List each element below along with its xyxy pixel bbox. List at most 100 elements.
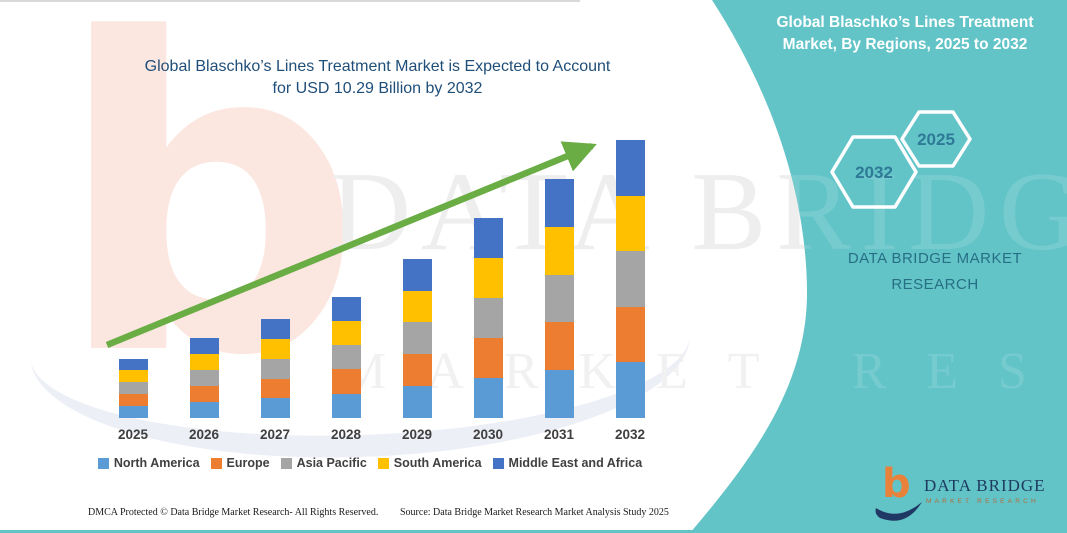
- x-axis-label-2028: 2028: [330, 427, 362, 442]
- chart-title-line2: for USD 10.29 Billion by 2032: [272, 80, 483, 97]
- bar-segment-2026-asia-pacific: [189, 370, 219, 387]
- bar-segment-2032-north-america: [615, 362, 645, 418]
- bar-2026: [189, 338, 219, 418]
- legend-item-middle-east-and-africa: Middle East and Africa: [492, 456, 643, 470]
- side-panel-title-line1: Global Blaschko’s Lines Treatment: [776, 14, 1034, 31]
- bar-segment-2029-europe: [402, 354, 432, 387]
- bar-2027: [260, 319, 290, 418]
- dmca-notice: DMCA Protected © Data Bridge Market Rese…: [88, 507, 379, 518]
- side-panel-brand-line1: DATA BRIDGE MARKET: [847, 250, 1023, 267]
- hexagon-2025-outline: [900, 110, 972, 168]
- side-panel-title: Global Blaschko’s Lines Treatment Market…: [745, 12, 1065, 56]
- bar-segment-2030-north-america: [473, 378, 503, 418]
- chart-title: Global Blaschko’s Lines Treatment Market…: [70, 56, 685, 100]
- bar-segment-2032-asia-pacific: [615, 251, 645, 307]
- chart-legend: North America Europe Asia Pacific South Ame…: [55, 456, 685, 470]
- bar-segment-2027-asia-pacific: [260, 358, 290, 379]
- bar-segment-2028-south-america: [331, 320, 361, 346]
- bar-segment-2031-north-america: [544, 370, 574, 418]
- x-axis-label-2031: 2031: [543, 427, 575, 442]
- legend-label: Europe: [226, 456, 270, 470]
- bar-segment-2026-europe: [189, 386, 219, 403]
- bar-segment-2027-south-america: [260, 339, 290, 359]
- x-axis-label-2025: 2025: [117, 427, 149, 442]
- logo-b-icon: b: [882, 461, 911, 507]
- bar-2029: [402, 258, 432, 418]
- legend-swatch-icon: [377, 457, 389, 469]
- logo-name: DATA BRIDGE: [924, 476, 1046, 495]
- legend-item-europe: Europe: [210, 456, 270, 470]
- bar-segment-2032-europe: [615, 306, 645, 363]
- hexagon-2032-label: 2032: [855, 163, 893, 182]
- legend-swatch-icon: [280, 457, 292, 469]
- bar-segment-2032-south-america: [615, 195, 645, 252]
- bar-segment-2031-asia-pacific: [544, 274, 574, 323]
- watermark-brand-subtext-overlay: MARKET RESEARCH: [340, 343, 1067, 400]
- bar-segment-2027-middle-east-and-africa: [260, 319, 290, 340]
- bar-segment-2029-north-america: [402, 386, 432, 418]
- bar-segment-2025-south-america: [118, 370, 148, 383]
- legend-label: Middle East and Africa: [508, 456, 643, 470]
- bar-segment-2030-south-america: [473, 258, 503, 299]
- bar-2030: [473, 218, 503, 418]
- legend-label: Asia Pacific: [296, 456, 367, 470]
- chart-title-line1: Global Blaschko’s Lines Treatment Market…: [144, 58, 611, 75]
- legend-swatch-icon: [210, 457, 222, 469]
- bar-segment-2026-south-america: [189, 354, 219, 371]
- x-axis-line: [0, 0, 580, 2]
- bar-segment-2028-europe: [331, 369, 361, 394]
- bar-segment-2025-europe: [118, 394, 148, 407]
- legend-item-south-america: South America: [377, 456, 482, 470]
- logo-swoosh-icon: [875, 502, 922, 521]
- bar-segment-2031-south-america: [544, 226, 574, 275]
- bar-segment-2027-north-america: [260, 398, 290, 418]
- bar-segment-2030-asia-pacific: [473, 298, 503, 339]
- x-axis-label-2029: 2029: [401, 427, 433, 442]
- x-axis-label-2030: 2030: [472, 427, 504, 442]
- bar-segment-2030-europe: [473, 338, 503, 378]
- bar-segment-2029-middle-east-and-africa: [402, 258, 432, 291]
- legend-label: North America: [113, 456, 200, 470]
- x-axis-label-2026: 2026: [188, 427, 220, 442]
- bar-segment-2029-south-america: [402, 290, 432, 323]
- side-panel-brand: DATA BRIDGE MARKET RESEARCH: [822, 246, 1048, 298]
- x-axis-label-2027: 2027: [259, 427, 291, 442]
- legend-swatch-icon: [492, 457, 504, 469]
- bar-segment-2026-north-america: [189, 402, 219, 418]
- bar-2031: [544, 179, 574, 418]
- hexagon-2032-outline: [830, 135, 918, 209]
- bar-segment-2027-europe: [260, 378, 290, 399]
- bar-2025: [118, 358, 148, 418]
- legend-item-north-america: North America: [97, 456, 200, 470]
- bar-segment-2025-asia-pacific: [118, 382, 148, 395]
- legend-label: South America: [393, 456, 482, 470]
- bar-segment-2028-asia-pacific: [331, 345, 361, 370]
- legend-item-asia-pacific: Asia Pacific: [280, 456, 367, 470]
- logo-subtitle: MARKET RESEARCH: [926, 498, 1039, 505]
- hexagon-2025-label: 2025: [917, 130, 955, 149]
- bar-segment-2025-north-america: [118, 406, 148, 418]
- bar-segment-2032-middle-east-and-africa: [615, 140, 645, 196]
- side-panel-title-line2: Market, By Regions, 2025 to 2032: [782, 36, 1028, 53]
- source-note: Source: Data Bridge Market Research Mark…: [400, 507, 669, 518]
- bar-segment-2030-middle-east-and-africa: [473, 218, 503, 259]
- bottom-accent-strip: [0, 530, 1067, 533]
- bar-segment-2026-middle-east-and-africa: [189, 338, 219, 355]
- legend-swatch-icon: [97, 457, 109, 469]
- bar-segment-2031-europe: [544, 322, 574, 371]
- bar-2028: [331, 296, 361, 419]
- bar-segment-2028-north-america: [331, 393, 361, 418]
- bar-segment-2025-middle-east-and-africa: [118, 358, 148, 371]
- x-axis-label-2032: 2032: [614, 427, 646, 442]
- bar-segment-2028-middle-east-and-africa: [331, 296, 361, 321]
- side-panel-brand-line2: RESEARCH: [891, 276, 979, 293]
- bar-segment-2031-middle-east-and-africa: [544, 179, 574, 227]
- watermark-brand-text-overlay: DATA BRIDGE: [330, 150, 1067, 274]
- company-logo: b DATA BRIDGE MARKET RESEARCH: [872, 461, 1047, 528]
- bar-segment-2029-asia-pacific: [402, 322, 432, 355]
- bar-2032: [615, 140, 645, 418]
